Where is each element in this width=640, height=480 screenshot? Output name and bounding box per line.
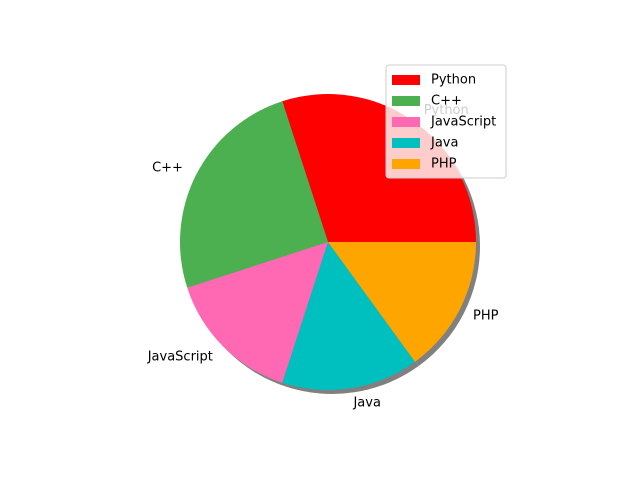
legend-label-javascript: JavaScript bbox=[430, 115, 496, 130]
legend-label-c: C++ bbox=[431, 94, 462, 109]
legend-swatch-python bbox=[392, 75, 420, 85]
legend-frame bbox=[385, 64, 507, 179]
slice-javascript bbox=[187, 242, 328, 383]
legend-swatch-c bbox=[392, 96, 420, 106]
slice-php bbox=[328, 242, 476, 362]
slice-label-javascript: JavaScript bbox=[147, 350, 213, 365]
slice-java bbox=[282, 242, 415, 390]
slice-c bbox=[180, 101, 328, 288]
legend-swatch-php bbox=[392, 159, 420, 169]
legend-swatch-java bbox=[392, 138, 420, 148]
slice-label-php: PHP bbox=[473, 308, 499, 323]
slice-label-c: C++ bbox=[152, 161, 183, 176]
legend-label-java: Java bbox=[430, 136, 458, 151]
slice-label-java: Java bbox=[352, 395, 380, 410]
pie-slices bbox=[180, 93, 476, 390]
slice-python bbox=[282, 93, 476, 242]
legend-label-python: Python bbox=[431, 73, 476, 88]
legend: Python C++ JavaScript Java PHP bbox=[385, 64, 507, 179]
legend-label-php: PHP bbox=[431, 157, 457, 172]
legend-swatch-javascript bbox=[392, 117, 420, 127]
